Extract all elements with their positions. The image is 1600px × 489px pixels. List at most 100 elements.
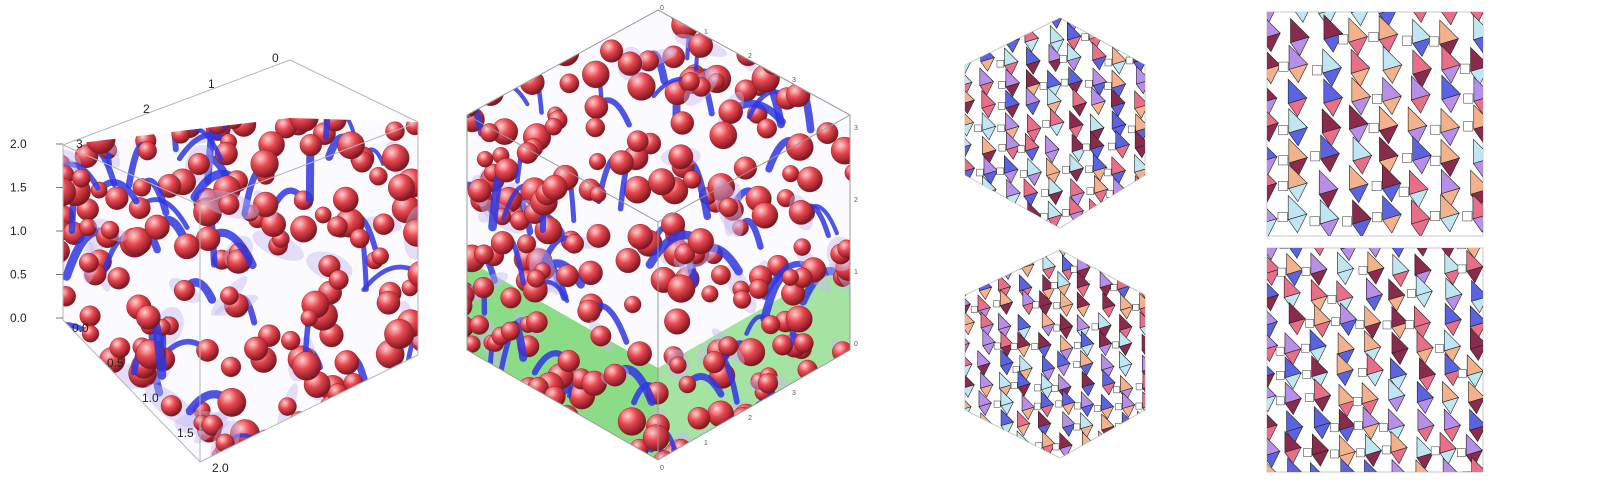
sphere	[315, 207, 331, 223]
polyhedron-face	[1310, 479, 1326, 484]
membrane-sheet	[72, 415, 127, 449]
polyhedron-face	[1142, 355, 1154, 371]
polyhedron-face	[1103, 250, 1115, 266]
polyhedron-face	[1093, 3, 1107, 21]
polyhedron-face	[1001, 433, 1013, 449]
sphere	[770, 18, 790, 38]
pore-opening	[1082, 34, 1089, 41]
sphere	[96, 92, 112, 108]
polyhedron-face	[983, 36, 997, 50]
sphere	[87, 419, 112, 444]
sphere	[327, 217, 347, 237]
pore-opening	[1372, 213, 1381, 222]
blue-surface-strand	[56, 456, 88, 484]
polyhedron-face	[981, 425, 993, 437]
membrane-sheet	[69, 364, 115, 410]
membrane-sheet	[472, 66, 509, 98]
polyhedron-face	[959, 230, 971, 246]
blue-surface-strand	[728, 443, 760, 459]
pore-opening	[1074, 362, 1080, 368]
sphere	[794, 334, 813, 353]
sphere	[752, 202, 778, 228]
sphere	[219, 194, 239, 214]
membrane-sheet	[734, 8, 773, 38]
pore-opening	[1096, 262, 1102, 268]
pore-opening	[1279, 156, 1288, 165]
bottom-tick-label: 3	[792, 390, 796, 397]
blue-surface-strand	[483, 7, 540, 28]
polyhedron-face	[1263, 476, 1279, 484]
blue-surface-strand	[743, 415, 761, 461]
polyhedron-face	[1469, 0, 1488, 9]
sphere	[292, 352, 321, 381]
pore-opening	[975, 125, 982, 132]
pore-opening	[1062, 166, 1069, 173]
sphere	[794, 239, 811, 256]
sphere	[319, 395, 345, 421]
pore-opening	[1356, 449, 1364, 457]
polyhedron-face	[957, 264, 969, 276]
sphere	[618, 408, 646, 436]
polyhedron-face	[960, 2, 974, 20]
sphere	[458, 86, 477, 105]
sphere	[550, 2, 575, 27]
polyhedron-face	[1040, 232, 1052, 248]
polyhedron-face	[1139, 247, 1151, 259]
polyhedron-face	[1113, 4, 1127, 22]
pore-opening	[1020, 171, 1027, 178]
sphere	[527, 270, 545, 288]
polyhedron-face	[1137, 446, 1149, 458]
polyhedron-face	[980, 432, 992, 448]
sphere	[582, 61, 609, 88]
sphere	[169, 97, 186, 114]
right-tick-label: 0	[854, 341, 858, 348]
sphere	[501, 322, 520, 341]
membrane-sheet	[344, 399, 380, 424]
sphere	[56, 286, 76, 306]
polyhedron-face	[1472, 473, 1488, 484]
bottom-tick-label: 0	[660, 465, 664, 472]
sphere	[679, 376, 696, 393]
blue-surface-strand	[794, 455, 811, 484]
pore-opening	[1126, 57, 1133, 64]
sphere	[782, 269, 799, 286]
polyhedron-face	[1082, 445, 1094, 457]
sphere	[758, 373, 778, 393]
membrane-sheet	[35, 346, 82, 412]
polyhedron-face	[1003, 212, 1017, 226]
pore-opening	[1330, 424, 1338, 432]
pore-opening	[1071, 266, 1077, 272]
sphere	[719, 198, 738, 217]
sphere	[410, 400, 430, 427]
pore-opening	[1430, 37, 1439, 46]
sphere	[320, 422, 346, 448]
sphere	[624, 296, 641, 313]
polyhedron-face	[1118, 244, 1130, 256]
sphere	[782, 165, 799, 182]
pore-opening	[1106, 190, 1113, 197]
pore-opening	[1034, 403, 1040, 409]
sphere	[591, 326, 611, 346]
pore-opening	[1255, 155, 1257, 164]
polyhedron-face	[1138, 250, 1150, 266]
pore-opening	[1339, 35, 1348, 44]
blue-surface-strand	[59, 93, 105, 120]
pore-opening	[971, 306, 977, 312]
polyhedron-face	[1067, 3, 1081, 21]
sphere	[609, 151, 633, 175]
bottom-tick-label: 2	[748, 415, 752, 422]
pore-opening	[955, 384, 961, 390]
sphere	[761, 47, 789, 75]
sphere	[703, 351, 725, 373]
pore-opening	[1276, 397, 1284, 405]
pore-opening	[1130, 445, 1136, 451]
pore-opening	[1359, 266, 1367, 274]
blue-surface-strand	[456, 377, 495, 395]
sphere	[484, 428, 510, 454]
pore-opening	[1129, 37, 1136, 44]
pore-opening	[1136, 403, 1142, 409]
polyhedron-face	[1412, 0, 1431, 9]
polyhedron-face	[980, 244, 992, 256]
polyhedron-face	[961, 213, 975, 227]
sphere	[46, 240, 70, 264]
